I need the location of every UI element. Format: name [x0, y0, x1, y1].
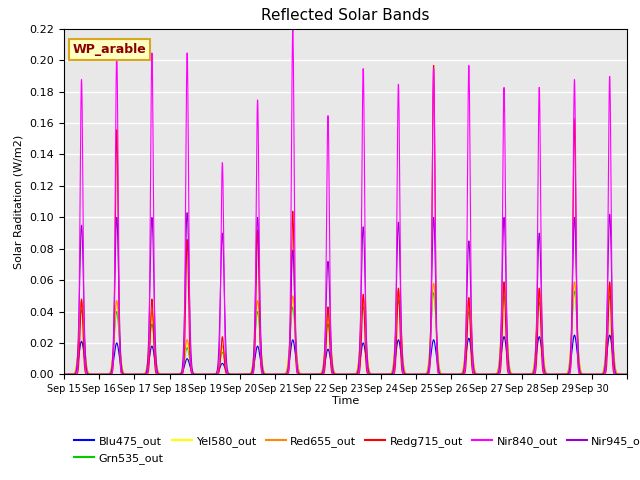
Blu475_out — [468, 352, 476, 358]
Blu475_out — [618, 372, 625, 377]
Yel580_out — [538, 317, 545, 323]
Redg715_out — [504, 368, 511, 374]
Nir945_out — [623, 372, 631, 377]
Redg715_out — [468, 362, 476, 368]
Grn535_out — [468, 338, 476, 344]
Blu475_out — [571, 332, 579, 338]
Yel580_out — [468, 336, 476, 341]
X-axis label: Time: Time — [332, 396, 359, 406]
Yel580_out — [623, 372, 631, 377]
Redg715_out — [430, 63, 438, 69]
Nir945_out — [468, 329, 476, 335]
Redg715_out — [623, 372, 631, 377]
Legend: Blu475_out, Grn535_out, Yel580_out, Red655_out, Redg715_out, Nir840_out, Nir945_: Blu475_out, Grn535_out, Yel580_out, Red6… — [70, 432, 640, 468]
Title: Reflected Solar Bands: Reflected Solar Bands — [261, 9, 430, 24]
Redg715_out — [175, 372, 183, 377]
Red655_out — [60, 372, 68, 377]
Nir840_out — [623, 372, 631, 377]
Grn535_out — [201, 372, 209, 377]
Nir945_out — [504, 344, 511, 350]
Yel580_out — [430, 280, 438, 286]
Redg715_out — [60, 372, 68, 377]
Blu475_out — [175, 372, 183, 377]
Nir945_out — [538, 298, 545, 304]
Line: Grn535_out: Grn535_out — [64, 291, 627, 374]
Red655_out — [618, 372, 625, 377]
Yel580_out — [201, 372, 209, 377]
Yel580_out — [175, 372, 183, 377]
Line: Nir945_out: Nir945_out — [64, 213, 627, 374]
Line: Red655_out: Red655_out — [64, 282, 627, 374]
Yel580_out — [618, 372, 625, 377]
Grn535_out — [570, 288, 578, 294]
Nir945_out — [175, 372, 183, 377]
Redg715_out — [618, 372, 625, 377]
Red655_out — [504, 337, 511, 343]
Y-axis label: Solar Raditation (W/m2): Solar Raditation (W/m2) — [14, 134, 24, 269]
Nir840_out — [60, 372, 68, 377]
Nir840_out — [175, 372, 183, 377]
Nir840_out — [289, 26, 297, 32]
Line: Nir840_out: Nir840_out — [64, 29, 627, 374]
Nir945_out — [419, 372, 426, 377]
Grn535_out — [618, 372, 625, 377]
Yel580_out — [418, 372, 426, 377]
Red655_out — [418, 372, 426, 377]
Blu475_out — [201, 372, 209, 377]
Nir840_out — [618, 372, 625, 377]
Nir840_out — [504, 361, 511, 367]
Grn535_out — [623, 372, 631, 377]
Red655_out — [623, 372, 631, 377]
Nir945_out — [60, 372, 68, 377]
Blu475_out — [504, 358, 511, 363]
Line: Redg715_out: Redg715_out — [64, 66, 627, 374]
Redg715_out — [538, 347, 545, 352]
Red655_out — [538, 311, 545, 317]
Red655_out — [175, 372, 183, 377]
Nir840_out — [201, 372, 209, 377]
Nir840_out — [538, 288, 545, 293]
Nir945_out — [618, 372, 625, 377]
Nir945_out — [307, 372, 314, 377]
Red655_out — [571, 279, 579, 285]
Red655_out — [201, 372, 209, 377]
Red655_out — [468, 331, 476, 336]
Yel580_out — [504, 342, 511, 348]
Grn535_out — [504, 342, 511, 348]
Yel580_out — [60, 372, 68, 377]
Grn535_out — [60, 372, 68, 377]
Blu475_out — [538, 345, 545, 350]
Line: Yel580_out: Yel580_out — [64, 283, 627, 374]
Grn535_out — [538, 320, 545, 326]
Nir840_out — [419, 372, 426, 377]
Redg715_out — [201, 372, 209, 377]
Blu475_out — [418, 372, 426, 377]
Grn535_out — [418, 372, 426, 377]
Text: WP_arable: WP_arable — [72, 43, 146, 56]
Redg715_out — [418, 372, 426, 377]
Line: Blu475_out: Blu475_out — [64, 335, 627, 374]
Nir840_out — [468, 336, 476, 341]
Blu475_out — [623, 372, 631, 377]
Grn535_out — [175, 372, 183, 377]
Blu475_out — [60, 372, 68, 377]
Nir945_out — [183, 210, 191, 216]
